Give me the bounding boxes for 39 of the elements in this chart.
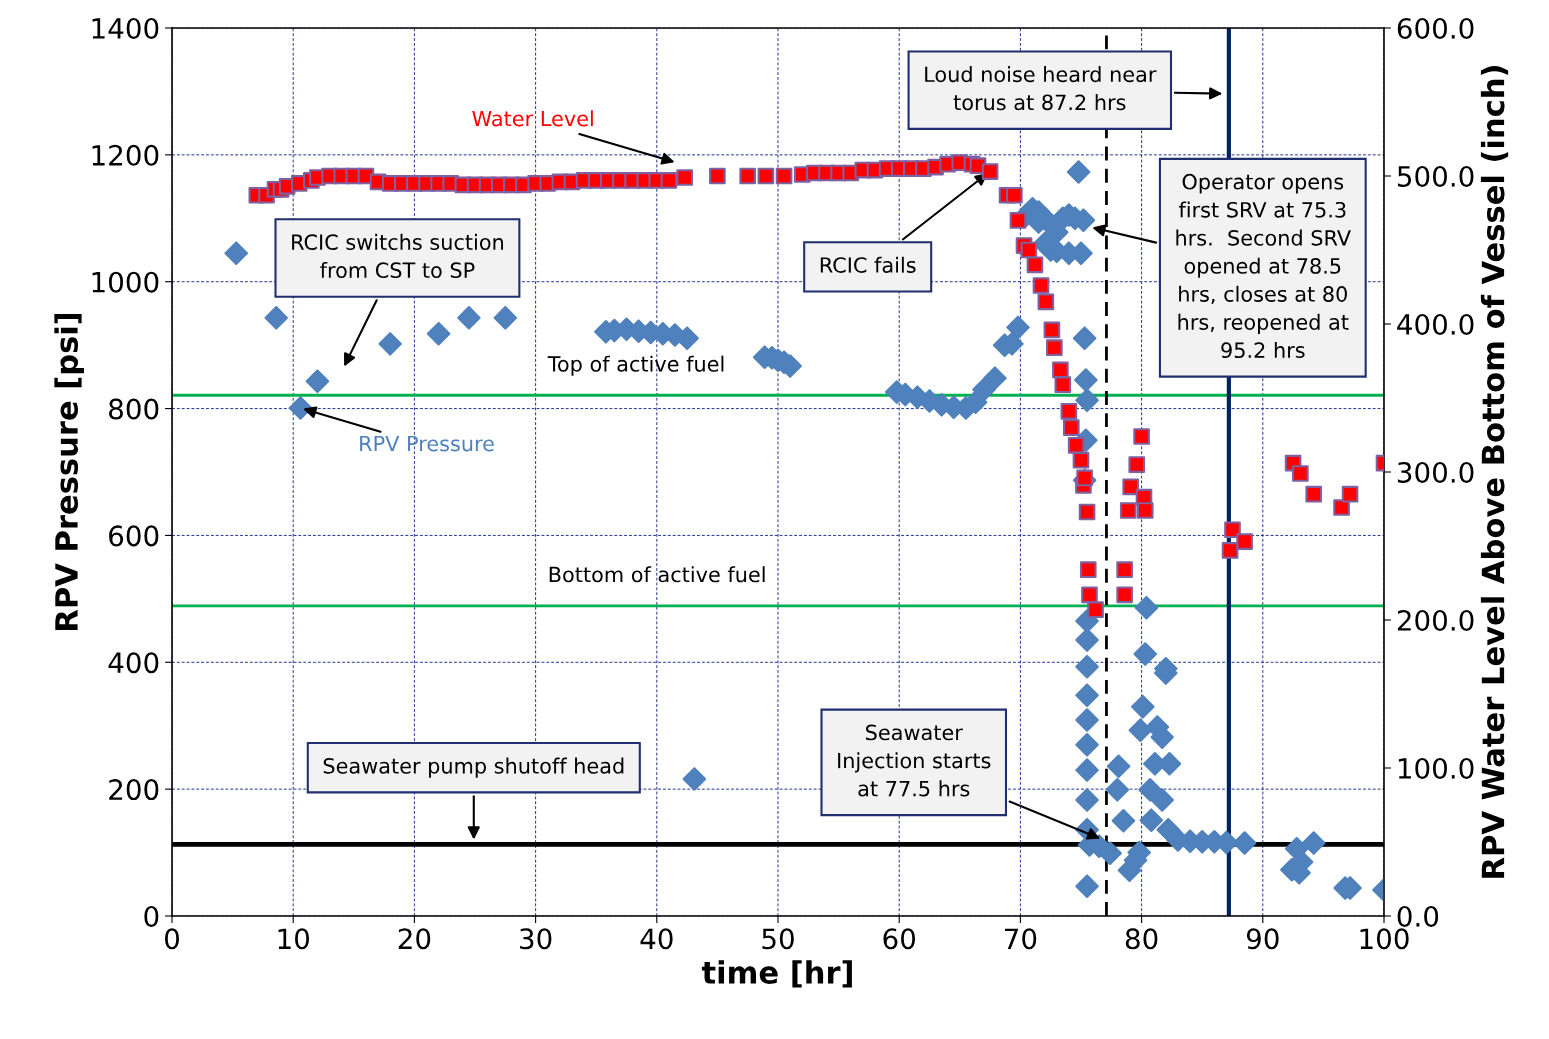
x-tick-label: 40 bbox=[640, 928, 673, 950]
x-tick-label: 90 bbox=[1246, 928, 1279, 950]
y-tick-label: 400 bbox=[108, 652, 159, 674]
y-tick-label: 1000 bbox=[92, 271, 159, 293]
x-tick-label: 100 bbox=[1360, 928, 1409, 950]
y2-tick-label: 100.0 bbox=[1398, 757, 1474, 779]
y2-tick-label: 200.0 bbox=[1397, 609, 1474, 631]
y-tick-label: 0 bbox=[144, 905, 159, 927]
annotation: Seawater Injection starts at 77.5 hrs bbox=[838, 724, 991, 797]
y2-tick-label: 0.0 bbox=[1397, 905, 1439, 927]
y2-tick-label: 300.0 bbox=[1397, 461, 1474, 483]
annotation: Loud noise heard near torus at 87.2 hrs bbox=[925, 66, 1157, 111]
y-tick-label: 200 bbox=[109, 779, 159, 801]
ref-line-label: Bottom of active fuel bbox=[549, 566, 765, 583]
x-tick-label: 0 bbox=[164, 928, 179, 950]
x-tick-label: 20 bbox=[398, 928, 431, 950]
y-tick-label: 800 bbox=[109, 398, 159, 420]
annotation: RPV Pressure bbox=[360, 435, 494, 452]
x-axis-title: time [hr] bbox=[701, 960, 852, 988]
annotation: Water Level bbox=[472, 110, 593, 127]
x-tick-label: 10 bbox=[278, 928, 310, 950]
x-tick-label: 80 bbox=[1125, 928, 1158, 950]
x-tick-label: 50 bbox=[762, 928, 794, 950]
annotation: Seawater pump shutoff head bbox=[323, 757, 624, 778]
annotation: RCIC switchs suction from CST to SP bbox=[292, 233, 504, 279]
y2-tick-label: 400.0 bbox=[1397, 313, 1474, 335]
annotation: RCIC fails bbox=[820, 256, 916, 273]
y2-tick-label: 600.0 bbox=[1397, 17, 1474, 39]
y-tick-label: 1200 bbox=[92, 144, 159, 166]
y-axis-title: RPV Pressure [psi] bbox=[54, 313, 84, 630]
y2-axis-title: RPV Water Level Above Bottom of Vessel (inch) bbox=[1480, 66, 1509, 878]
y2-tick-label: 500.0 bbox=[1397, 165, 1474, 187]
x-tick-label: 30 bbox=[520, 928, 552, 950]
x-tick-label: 70 bbox=[1005, 928, 1037, 950]
annotation: Operator opens first SRV at 75.3 hrs. Second SRV opened at 78.5 hrs, closes at 80 hrs, reopened at 95.2 hrs bbox=[1176, 173, 1351, 359]
y-tick-label: 1400 bbox=[92, 17, 159, 39]
y-tick-label: 600 bbox=[109, 525, 159, 547]
x-tick-label: 60 bbox=[883, 928, 916, 950]
ref-line-label: Top of active fuel bbox=[547, 355, 724, 376]
